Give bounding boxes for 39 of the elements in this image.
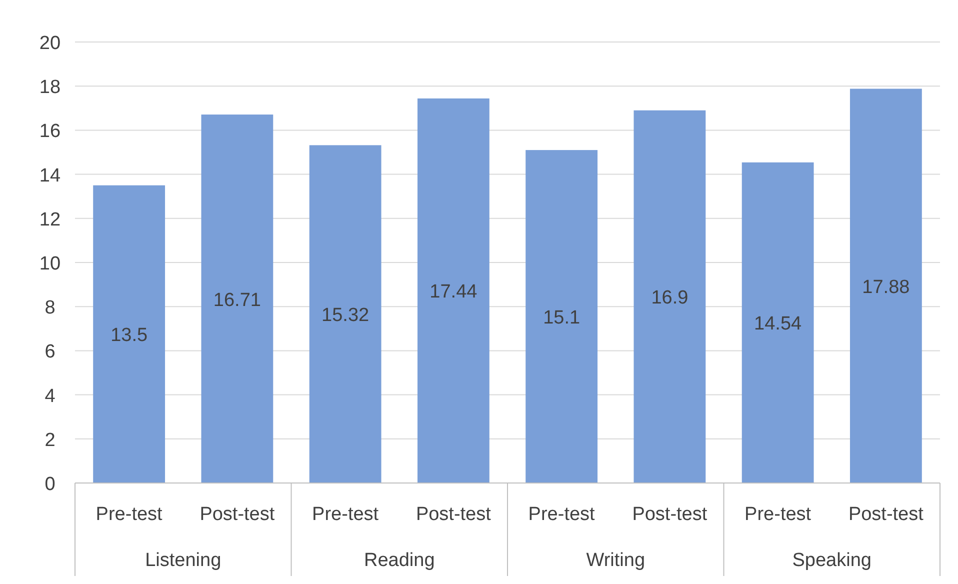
x-tick-label: Pre-test — [528, 504, 596, 525]
y-tick-label: 10 — [39, 254, 61, 274]
data-label: 17.44 — [430, 282, 478, 303]
bar — [634, 110, 706, 483]
x-tick-label: Post-test — [632, 504, 708, 525]
x-tick-label: Post-test — [848, 504, 924, 525]
data-label: 14.54 — [754, 314, 802, 335]
data-label: 15.32 — [322, 305, 370, 326]
bar — [742, 162, 814, 483]
y-tick-label: 2 — [44, 430, 56, 451]
data-label: 17.88 — [862, 276, 910, 298]
bar — [201, 114, 274, 483]
data-label: 13.5 — [110, 325, 148, 346]
x-tick-label: Pre-test — [744, 504, 812, 525]
y-tick-label: 8 — [44, 298, 56, 319]
text: Reading — [364, 550, 435, 571]
data-label: 16.9 — [651, 288, 688, 309]
x-tick-label: Post-test — [416, 504, 492, 525]
text: Listening — [145, 550, 222, 571]
data-label: 16.71 — [213, 290, 261, 311]
text: Writing — [586, 550, 646, 571]
x-tick-label: Pre-test — [96, 504, 164, 525]
bar — [850, 88, 922, 483]
y-tick-label: 16 — [39, 121, 61, 142]
y-tick-label: 12 — [39, 209, 61, 230]
y-tick-label: 4 — [44, 386, 56, 407]
y-tick-label: 14 — [39, 165, 61, 186]
y-tick-label: 0 — [44, 474, 56, 495]
data-label: 15.1 — [543, 308, 580, 329]
bar — [309, 145, 382, 483]
y-tick-label: 6 — [44, 342, 56, 363]
bar — [526, 150, 598, 483]
bar — [93, 185, 166, 483]
text: Speaking — [792, 550, 872, 571]
bar — [417, 98, 490, 483]
x-tick-label: Post-test — [200, 504, 276, 525]
y-tick-label: 20 — [39, 33, 61, 54]
y-tick-label: 18 — [39, 77, 61, 98]
x-tick-label: Pre-test — [312, 504, 380, 525]
